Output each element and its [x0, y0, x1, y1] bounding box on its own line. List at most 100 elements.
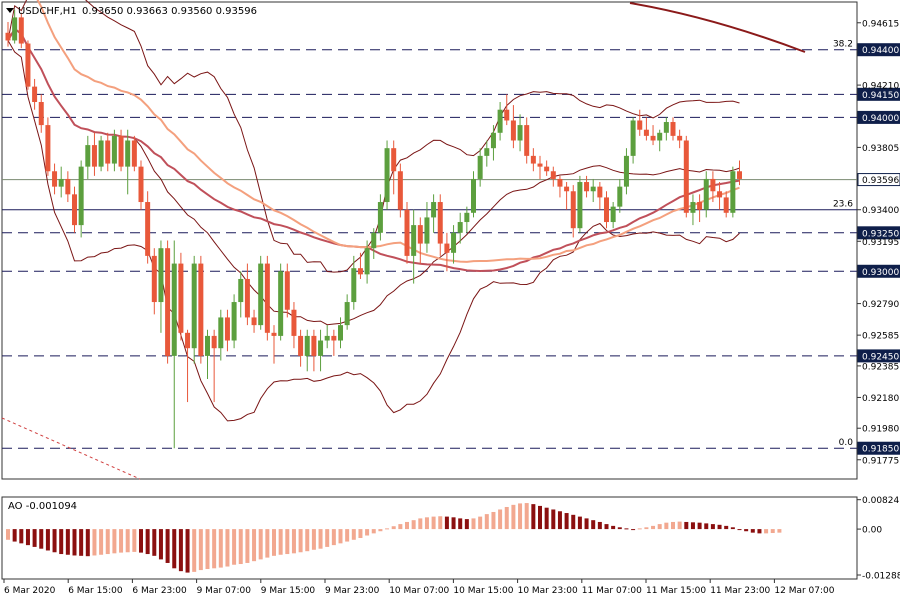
candle-body [58, 178, 64, 187]
time-tick-label: 11 Mar 07:00 [582, 586, 642, 596]
candle-body [118, 135, 124, 167]
time-tick-label: 10 Mar 15:00 [453, 586, 513, 596]
candle-body [710, 178, 716, 192]
candle-body [504, 109, 510, 121]
ao-bar [52, 529, 57, 553]
candle-body [224, 317, 230, 341]
ao-bar [624, 528, 629, 530]
candle-body [384, 148, 390, 203]
price-tick-label: 0.94615 [862, 19, 899, 29]
ao-bar [65, 529, 70, 555]
candle-body [318, 340, 324, 356]
candle-body [650, 135, 656, 141]
ao-bar [378, 529, 383, 532]
ao-bar [617, 527, 622, 530]
ao-histogram-layer [6, 503, 782, 573]
candle-body [737, 171, 742, 179]
ao-bar [92, 529, 97, 556]
ao-bar [631, 529, 636, 531]
time-tick-label: 9 Mar 23:00 [325, 586, 380, 596]
candle-body [643, 129, 649, 136]
candle-body [490, 132, 496, 149]
ao-bar [79, 529, 84, 556]
candle-body [324, 335, 330, 341]
candle-body [557, 178, 563, 187]
ao-bar [285, 529, 290, 555]
candle-body [25, 43, 31, 87]
ao-bar [458, 518, 463, 530]
candle-body [544, 166, 550, 172]
triangle-down-icon[interactable] [6, 8, 14, 13]
candle-body [517, 125, 523, 141]
ao-bar [158, 529, 163, 560]
ao-bar [444, 516, 449, 530]
candle-body [218, 317, 224, 349]
candle-body [138, 166, 144, 203]
ao-bar [72, 529, 77, 556]
candle-body [5, 32, 11, 41]
ao-bar [744, 529, 749, 532]
price-tag-label: 0.91850 [862, 445, 899, 455]
candle-body [564, 186, 570, 192]
ao-bar [318, 529, 323, 549]
ao-bar [671, 521, 675, 530]
ao-bar [518, 503, 523, 530]
price-tag-box [857, 264, 900, 278]
ao-bar [331, 529, 336, 546]
candle-body [105, 140, 111, 164]
price-tag-box [857, 110, 900, 124]
ao-bar [338, 529, 343, 544]
ao-bar [398, 524, 403, 530]
ohlc-label: 0.93650 0.93663 0.93560 0.93596 [82, 6, 257, 17]
ao-tick-label: -0.012882 [862, 572, 900, 582]
candle-body [730, 171, 736, 213]
ao-bar [99, 529, 104, 555]
ao-bar [764, 529, 769, 534]
candle-body [78, 166, 84, 226]
candle-body [444, 243, 450, 253]
ao-bar [212, 529, 217, 569]
candle-body [12, 17, 18, 41]
fib-label: 0.0 [839, 438, 854, 448]
candle-body [18, 17, 24, 44]
candle-body [311, 335, 317, 356]
ao-bar [265, 529, 270, 558]
candle-body [98, 140, 104, 167]
ao-bar [391, 526, 396, 530]
candle-body [604, 197, 609, 223]
candle-body [597, 186, 603, 198]
ao-bar [471, 518, 476, 530]
ao-bar [192, 529, 197, 572]
candle-body [357, 268, 363, 275]
candle-body [451, 232, 457, 253]
candle-body [178, 263, 184, 333]
fib-label: 38.2 [833, 40, 853, 50]
time-tick-label: 12 Mar 07:00 [774, 586, 834, 596]
ao-bar [358, 529, 363, 538]
ao-bar [272, 529, 276, 556]
candle-body [590, 186, 596, 192]
ao-bar [524, 503, 529, 530]
ao-bar [611, 525, 616, 530]
fibonacci-layer: 38.2 23.6 0.0 [1, 40, 854, 480]
price-tag-box [857, 441, 900, 455]
candle-body [524, 125, 530, 156]
ao-bar [298, 529, 303, 553]
time-tick-label: 9 Mar 07:00 [197, 586, 252, 596]
ao-bar [478, 516, 483, 530]
candle-body [723, 197, 729, 213]
ao-bar [371, 529, 376, 534]
ao-bar [684, 521, 689, 530]
ao-bar [218, 529, 223, 568]
candle-body [391, 148, 397, 172]
ao-bar [278, 529, 283, 555]
candle-body [464, 212, 470, 223]
candle-body [377, 202, 383, 233]
ao-bar [325, 529, 330, 547]
ao-bar [777, 529, 782, 533]
ao-bar [112, 529, 117, 554]
candle-body [703, 178, 709, 210]
candle-body [185, 332, 191, 349]
candle-body [677, 135, 683, 141]
